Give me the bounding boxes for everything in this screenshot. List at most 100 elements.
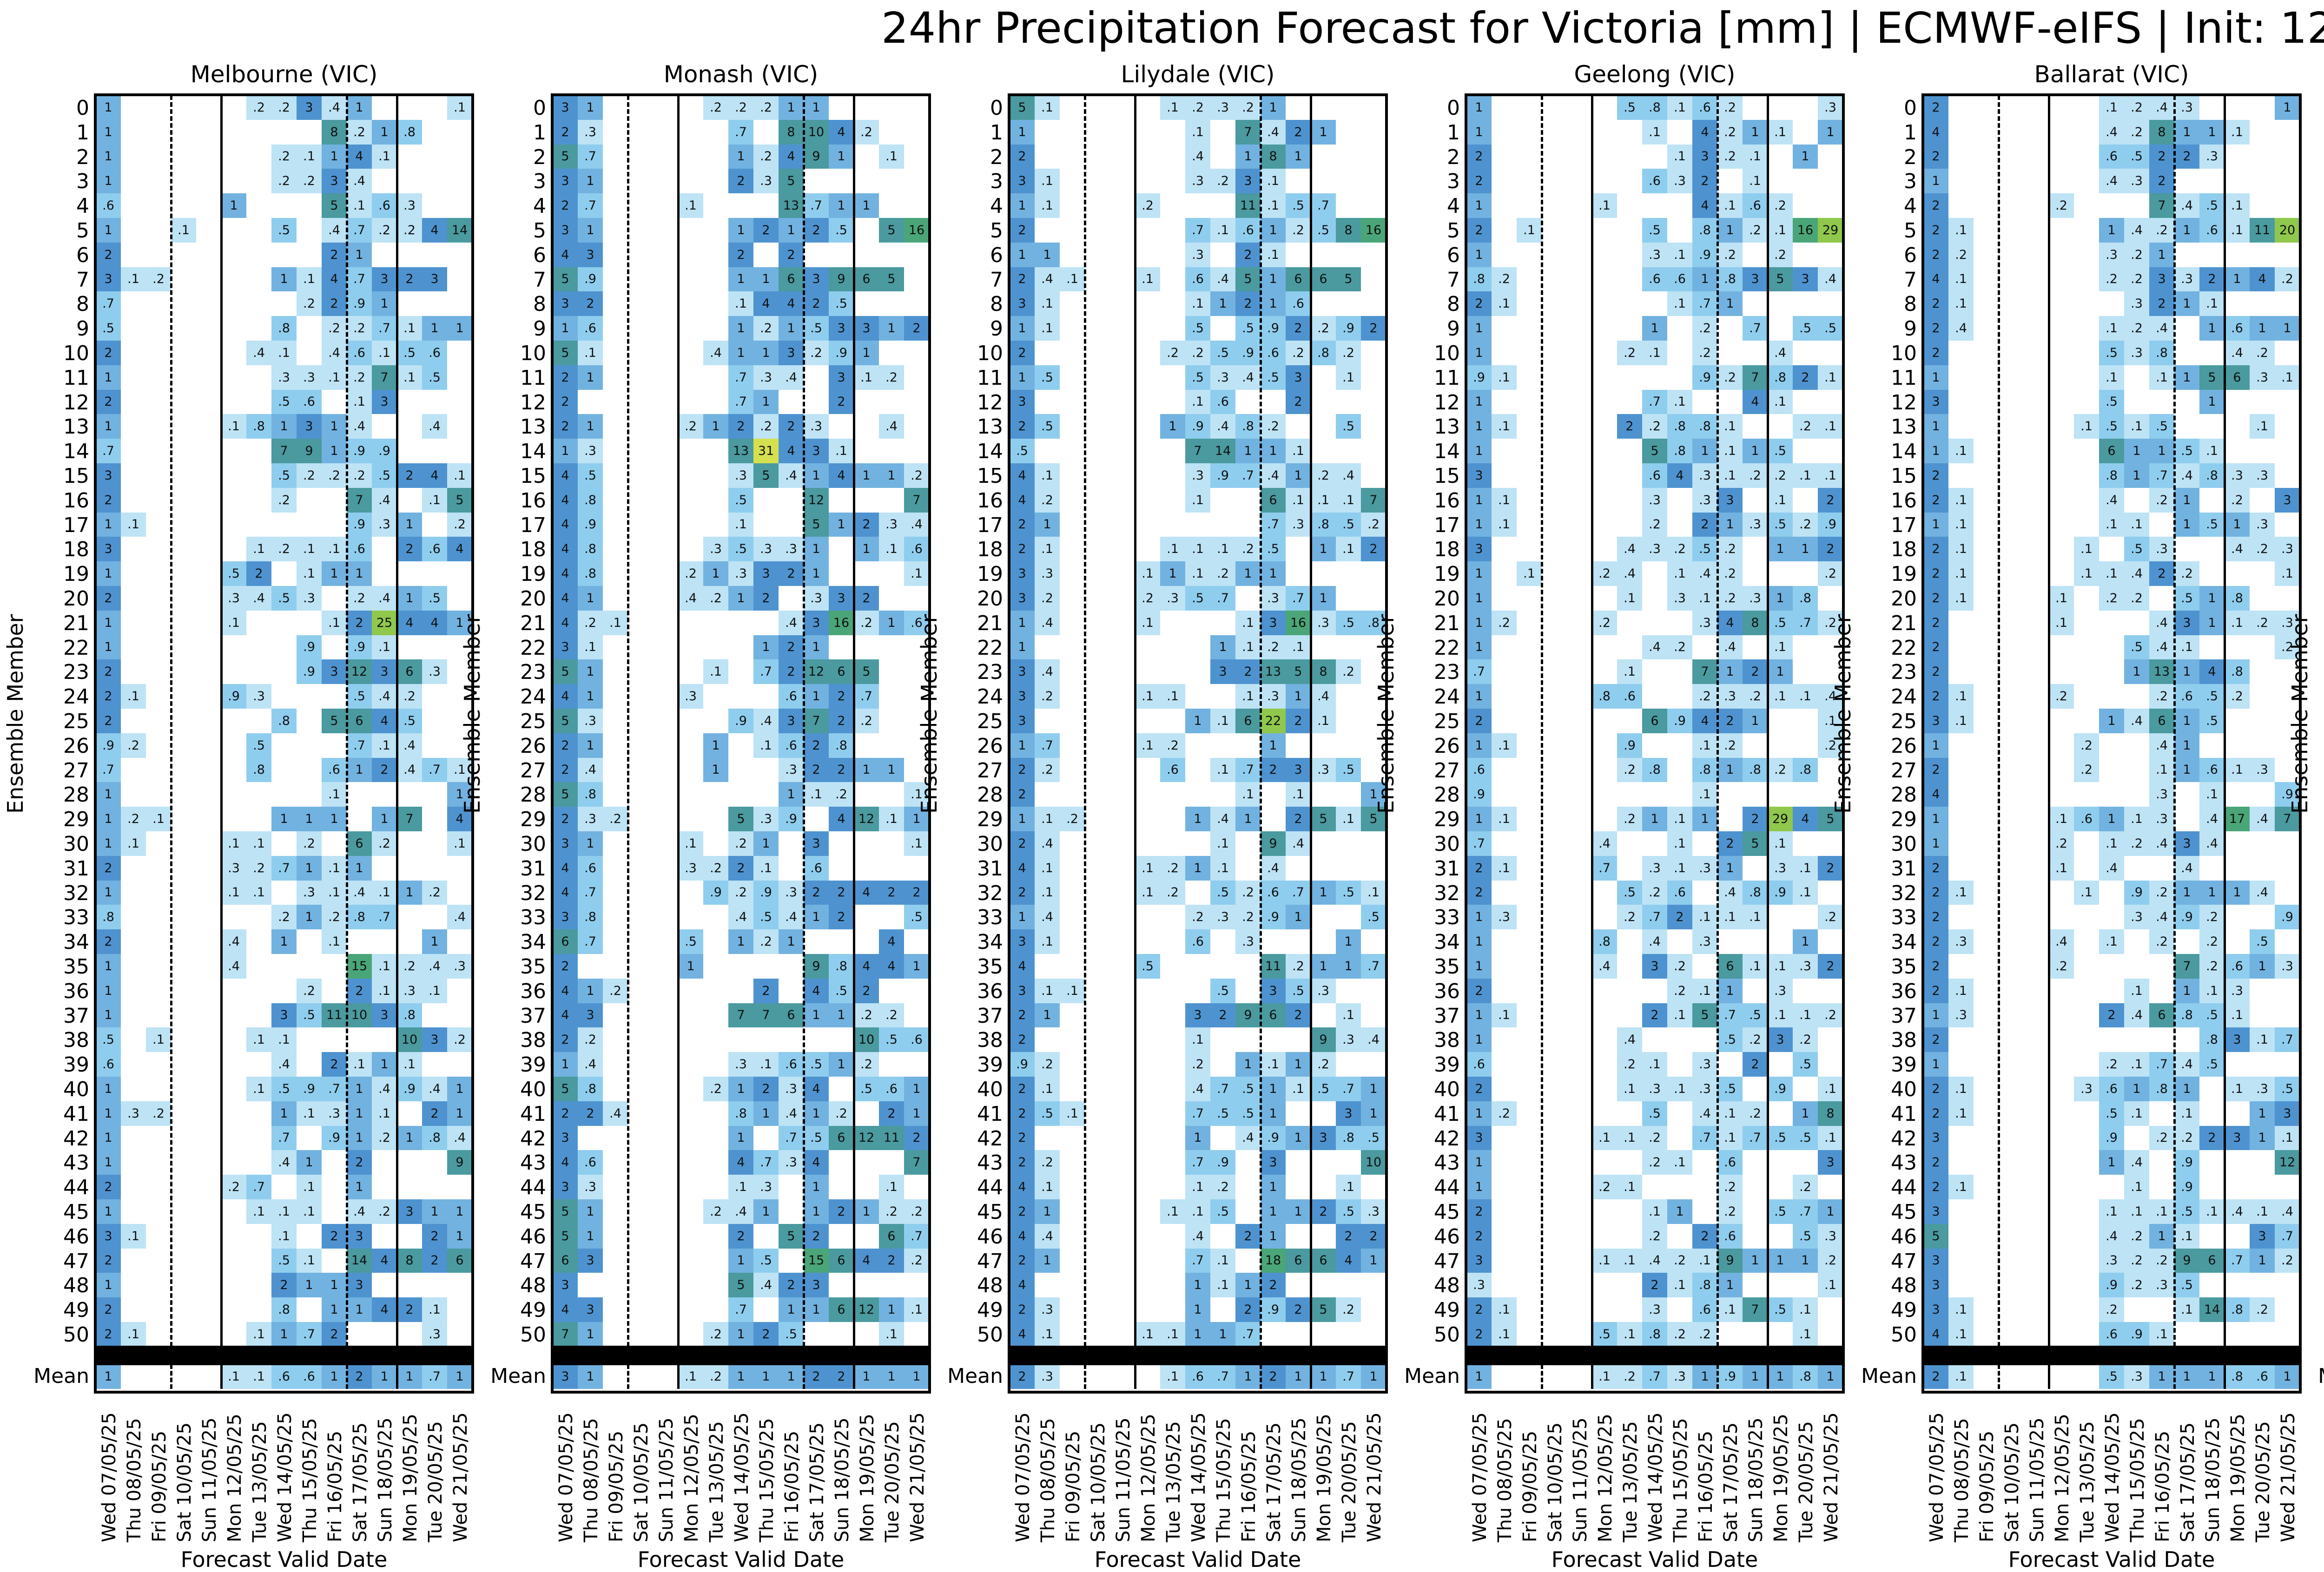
- y-tick-label: 7: [45, 268, 89, 293]
- heatmap-cell: .5: [1336, 414, 1361, 439]
- heatmap-cell: [1110, 586, 1135, 611]
- heatmap-cell: .6: [1717, 1150, 1743, 1175]
- heatmap-cell: [653, 709, 678, 733]
- heatmap-cell: [196, 856, 221, 881]
- heatmap-cell: 1: [297, 856, 322, 881]
- heatmap-cell: 3: [578, 1297, 603, 1322]
- heatmap-cell: .1: [2099, 1199, 2124, 1224]
- heatmap-cell: [2024, 611, 2049, 635]
- heatmap-cell: 2: [829, 709, 854, 733]
- heatmap-cell: [2199, 341, 2225, 365]
- heatmap-cell: [678, 1077, 703, 1101]
- heatmap-cell: 4: [1692, 120, 1717, 145]
- heatmap-cell: [829, 561, 854, 586]
- heatmap-cell: [121, 439, 146, 463]
- heatmap-cell: 1: [1793, 537, 1818, 561]
- heatmap-cell: [171, 611, 196, 635]
- heatmap-cell: [1517, 95, 1542, 120]
- heatmap-cell: .1: [2225, 218, 2250, 243]
- heatmap-cell: [297, 316, 322, 341]
- heatmap-cell: [603, 782, 628, 807]
- heatmap-cell: [1517, 463, 1542, 488]
- heatmap-cell: .5: [1793, 1052, 1818, 1077]
- heatmap-cell: [628, 193, 653, 218]
- heatmap-cell: [171, 881, 196, 905]
- heatmap-cell: [1336, 193, 1361, 218]
- y-tick-label: 41: [1415, 1102, 1460, 1127]
- heatmap-cell: .1: [1160, 684, 1185, 709]
- heatmap-cell: 1: [96, 807, 121, 831]
- heatmap-cell: 12: [804, 488, 829, 513]
- x-tick-label: Sun 11/05/25: [2027, 1417, 2048, 1542]
- heatmap-cell: [1035, 341, 1060, 365]
- heatmap-cell: .2: [1035, 1052, 1060, 1077]
- y-tick-label: 24: [1872, 685, 1917, 710]
- heatmap-cell: .7: [1185, 218, 1210, 243]
- heatmap-cell: 5: [553, 782, 578, 807]
- heatmap-cell: [146, 390, 171, 414]
- y-tick-label: 49: [1415, 1298, 1460, 1323]
- x-tick-label: Fri 09/05/25: [606, 1431, 627, 1542]
- heatmap-cell: [1085, 1199, 1110, 1224]
- heatmap-cell: [1135, 1249, 1160, 1273]
- heatmap-cell: 1: [1692, 807, 1717, 831]
- heatmap-cell: [1642, 145, 1667, 169]
- heatmap-cell: [1110, 1101, 1135, 1126]
- heatmap-cell: .4: [2199, 807, 2225, 831]
- heatmap-cell: [703, 807, 728, 831]
- y-tick-label: 38: [45, 1028, 89, 1053]
- y-tick-label: 42: [1872, 1127, 1917, 1151]
- heatmap-cell: 5: [879, 267, 904, 292]
- heatmap-cell: [1974, 1101, 1999, 1126]
- heatmap-cell: [628, 611, 653, 635]
- heatmap-cell: 6: [2149, 709, 2174, 733]
- heatmap-cell: .6: [1617, 684, 1642, 709]
- heatmap-cell: [1110, 95, 1135, 120]
- heatmap-cell: 1: [553, 316, 578, 341]
- heatmap-cell: 1: [728, 1322, 753, 1347]
- heatmap-cell: .6: [422, 537, 447, 561]
- heatmap-cell: .1: [1060, 267, 1085, 292]
- heatmap-cell: 3: [804, 831, 829, 856]
- heatmap-cell: .4: [221, 929, 246, 954]
- heatmap-cell: [628, 95, 653, 120]
- heatmap-cell: 1: [1261, 267, 1286, 292]
- heatmap-cell: .8: [1592, 684, 1617, 709]
- heatmap-cell: .4: [2099, 488, 2124, 513]
- heatmap-cell: .6: [1466, 758, 1492, 783]
- heatmap-cell: [1110, 169, 1135, 193]
- heatmap-cell: [2250, 488, 2275, 513]
- heatmap-cell: 2: [1923, 1027, 1948, 1052]
- heatmap-cell: [1667, 733, 1692, 758]
- heatmap-cell: [653, 1101, 678, 1126]
- heatmap-cell: 9: [804, 145, 829, 169]
- y-tick-label: 37: [958, 1004, 1003, 1029]
- heatmap-cell: .1: [1210, 218, 1235, 243]
- heatmap-cell: [221, 513, 246, 537]
- heatmap-cell: 2: [1286, 316, 1311, 341]
- heatmap-cell: [1060, 709, 1085, 733]
- heatmap-cell: .4: [246, 341, 271, 365]
- heatmap-cell: .1: [1492, 807, 1517, 831]
- heatmap-cell: .2: [2250, 1297, 2275, 1322]
- heatmap-cell: 2: [271, 1273, 297, 1297]
- heatmap-cell: [1567, 709, 1592, 733]
- heatmap-cell: [1160, 1175, 1185, 1199]
- heatmap-cell: [1110, 856, 1135, 881]
- heatmap-cell: .7: [246, 1175, 271, 1199]
- heatmap-cell: 4: [553, 1150, 578, 1175]
- heatmap-cell: [1768, 1150, 1793, 1175]
- heatmap-cell: .2: [1617, 341, 1642, 365]
- heatmap-cell: 1: [2199, 1364, 2225, 1389]
- heatmap-cell: 6: [1311, 267, 1336, 292]
- heatmap-cell: .1: [1768, 635, 1793, 660]
- heatmap-cell: 4: [1692, 193, 1717, 218]
- heatmap-cell: .1: [1035, 1175, 1060, 1199]
- heatmap-cell: [2099, 193, 2124, 218]
- heatmap-cell: .1: [1286, 635, 1311, 660]
- heatmap-cell: [1517, 390, 1542, 414]
- y-tick-label: 5: [958, 219, 1003, 243]
- y-tick-label: 16: [45, 489, 89, 513]
- heatmap-cell: [2099, 291, 2124, 316]
- heatmap-cell: [2049, 1322, 2074, 1347]
